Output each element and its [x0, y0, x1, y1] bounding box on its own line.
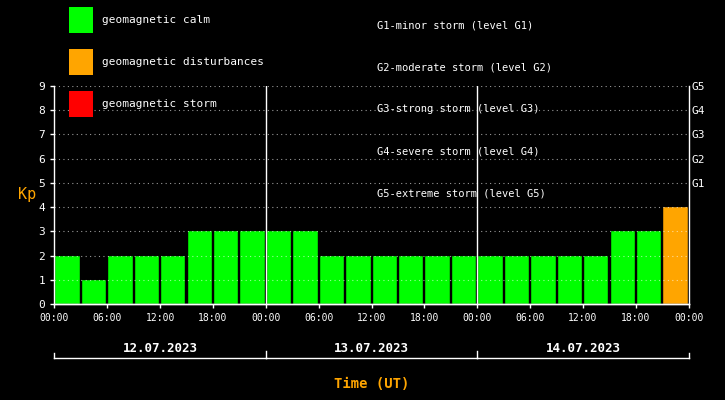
- Bar: [82, 280, 106, 304]
- Bar: [610, 231, 635, 304]
- Text: G4-severe storm (level G4): G4-severe storm (level G4): [377, 146, 539, 156]
- Text: geomagnetic storm: geomagnetic storm: [102, 99, 216, 109]
- Text: G3-strong storm (level G3): G3-strong storm (level G3): [377, 104, 539, 114]
- Bar: [294, 231, 318, 304]
- Text: Time (UT): Time (UT): [334, 377, 409, 391]
- Bar: [108, 256, 133, 304]
- Bar: [505, 256, 529, 304]
- Bar: [346, 256, 370, 304]
- Bar: [55, 256, 80, 304]
- Bar: [452, 256, 476, 304]
- Bar: [241, 231, 265, 304]
- Bar: [426, 256, 450, 304]
- Bar: [161, 256, 186, 304]
- Bar: [663, 207, 688, 304]
- Text: geomagnetic calm: geomagnetic calm: [102, 15, 210, 25]
- Bar: [558, 256, 582, 304]
- Y-axis label: Kp: Kp: [18, 188, 36, 202]
- Bar: [478, 256, 502, 304]
- Bar: [637, 231, 661, 304]
- Bar: [188, 231, 212, 304]
- Bar: [399, 256, 423, 304]
- Text: G5-extreme storm (level G5): G5-extreme storm (level G5): [377, 188, 546, 198]
- Text: 14.07.2023: 14.07.2023: [545, 342, 621, 354]
- Text: 13.07.2023: 13.07.2023: [334, 342, 409, 354]
- Bar: [267, 231, 291, 304]
- Bar: [531, 256, 555, 304]
- Text: 12.07.2023: 12.07.2023: [123, 342, 198, 354]
- Bar: [135, 256, 159, 304]
- Text: geomagnetic disturbances: geomagnetic disturbances: [102, 57, 263, 67]
- Bar: [320, 256, 344, 304]
- Bar: [584, 256, 608, 304]
- Bar: [214, 231, 239, 304]
- Bar: [373, 256, 397, 304]
- Text: G1-minor storm (level G1): G1-minor storm (level G1): [377, 20, 534, 30]
- Text: G2-moderate storm (level G2): G2-moderate storm (level G2): [377, 62, 552, 72]
